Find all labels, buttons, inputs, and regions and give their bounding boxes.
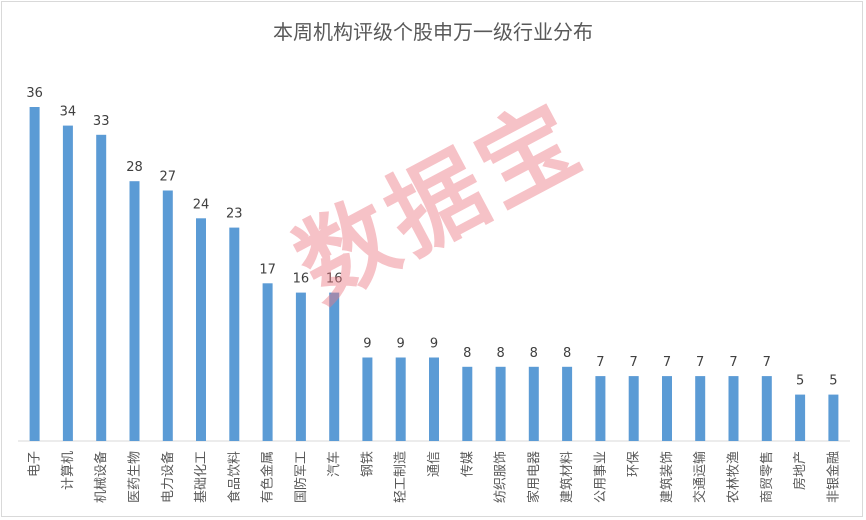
x-tick-label-农林牧渔: 农林牧渔 bbox=[727, 451, 742, 503]
data-label-非银金融: 5 bbox=[829, 374, 837, 389]
data-label-交通运输: 7 bbox=[696, 355, 704, 370]
x-tick-label-建筑装饰: 建筑装饰 bbox=[659, 451, 675, 503]
bar-纺织服饰 bbox=[495, 366, 506, 441]
x-tick-label-电力设备: 电力设备 bbox=[160, 451, 176, 503]
data-label-环保: 7 bbox=[630, 355, 638, 370]
chart-title: 本周机构评级个股申万一级行业分布 bbox=[273, 20, 593, 44]
data-label-通信: 9 bbox=[430, 337, 438, 352]
x-tick-label-轻工制造: 轻工制造 bbox=[394, 451, 409, 503]
data-label-轻工制造: 9 bbox=[397, 337, 405, 352]
x-tick-label-汽车: 汽车 bbox=[326, 451, 342, 477]
bar-计算机 bbox=[62, 125, 73, 441]
x-tick-label-机械设备: 机械设备 bbox=[93, 451, 109, 503]
data-label-农林牧渔: 7 bbox=[729, 355, 737, 370]
bar-环保 bbox=[628, 376, 639, 441]
data-label-国防军工: 16 bbox=[293, 272, 310, 287]
x-tick-label-食品饮料: 食品饮料 bbox=[226, 451, 242, 503]
x-tick-label-非银金融: 非银金融 bbox=[825, 451, 841, 503]
bar-钢铁 bbox=[362, 357, 373, 441]
bar-建筑装饰 bbox=[662, 376, 672, 441]
bar-汽车 bbox=[329, 292, 340, 441]
data-label-电子: 36 bbox=[26, 86, 43, 101]
data-label-房地产: 5 bbox=[796, 374, 804, 389]
bar-公用事业 bbox=[595, 376, 606, 441]
data-label-有色金属: 17 bbox=[259, 262, 276, 277]
x-tick-label-传媒: 传媒 bbox=[460, 451, 475, 477]
x-tick-label-公用事业: 公用事业 bbox=[593, 451, 608, 503]
bar-国防军工 bbox=[295, 292, 306, 441]
x-tick-label-有色金属: 有色金属 bbox=[260, 451, 276, 503]
bar-房地产 bbox=[795, 394, 806, 441]
bar-非银金融 bbox=[828, 394, 839, 441]
x-tick-label-家用电器: 家用电器 bbox=[526, 451, 542, 503]
bar-家用电器 bbox=[528, 366, 539, 441]
data-label-家用电器: 8 bbox=[530, 346, 538, 361]
bar-农林牧渔 bbox=[728, 376, 739, 441]
bar-食品饮料 bbox=[229, 227, 240, 441]
data-label-食品饮料: 23 bbox=[226, 207, 243, 222]
bar-电子 bbox=[29, 107, 40, 441]
data-label-商贸零售: 7 bbox=[763, 355, 771, 370]
data-label-计算机: 34 bbox=[60, 105, 77, 120]
x-tick-label-计算机: 计算机 bbox=[61, 451, 76, 490]
bar-通信 bbox=[429, 357, 439, 441]
x-tick-label-商贸零售: 商贸零售 bbox=[759, 451, 775, 503]
bar-传媒 bbox=[462, 366, 473, 441]
x-tick-label-房地产: 房地产 bbox=[792, 451, 808, 490]
x-tick-label-交通运输: 交通运输 bbox=[692, 451, 708, 503]
data-label-公用事业: 7 bbox=[596, 355, 604, 370]
bar-交通运输 bbox=[695, 376, 706, 441]
x-tick-label-钢铁: 钢铁 bbox=[360, 451, 375, 477]
x-tick-label-医药生物: 医药生物 bbox=[128, 451, 143, 503]
bar-建筑材料 bbox=[562, 366, 573, 441]
x-tick-label-环保: 环保 bbox=[627, 451, 642, 477]
x-tick-label-纺织服饰: 纺织服饰 bbox=[494, 451, 509, 503]
data-label-纺织服饰: 8 bbox=[496, 346, 504, 361]
bar-机械设备 bbox=[96, 134, 107, 442]
x-tick-label-基础化工: 基础化工 bbox=[194, 451, 209, 503]
data-label-电力设备: 27 bbox=[160, 170, 177, 185]
data-label-传媒: 8 bbox=[463, 346, 471, 361]
data-label-建筑材料: 8 bbox=[563, 346, 571, 361]
x-tick-label-建筑材料: 建筑材料 bbox=[559, 451, 575, 503]
data-label-机械设备: 33 bbox=[93, 114, 110, 129]
data-label-建筑装饰: 7 bbox=[663, 355, 671, 370]
bar-有色金属 bbox=[262, 283, 273, 441]
data-label-钢铁: 9 bbox=[363, 337, 371, 352]
data-label-基础化工: 24 bbox=[193, 197, 210, 212]
bar-轻工制造 bbox=[395, 357, 406, 441]
bar-医药生物 bbox=[129, 181, 140, 441]
x-tick-label-电子: 电子 bbox=[28, 451, 43, 477]
x-tick-label-通信: 通信 bbox=[427, 451, 442, 477]
bar-商贸零售 bbox=[761, 376, 772, 441]
bar-电力设备 bbox=[162, 190, 173, 441]
x-tick-label-国防军工: 国防军工 bbox=[293, 451, 309, 503]
data-label-汽车: 16 bbox=[326, 272, 343, 287]
data-label-医药生物: 28 bbox=[126, 160, 143, 175]
bar-基础化工 bbox=[196, 218, 206, 441]
